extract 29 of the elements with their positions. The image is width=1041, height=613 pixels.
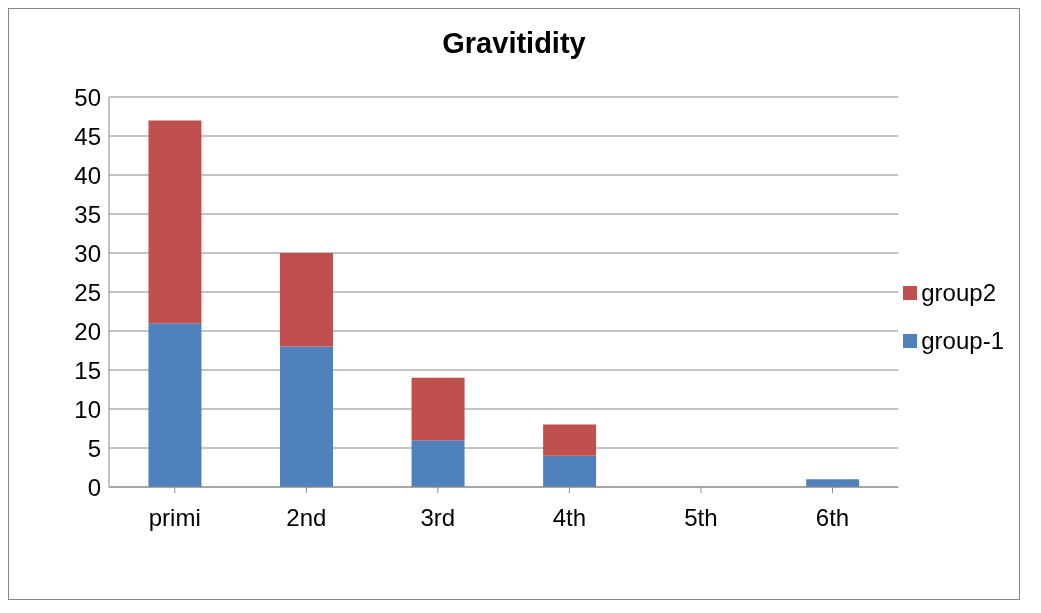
y-tick-label: 50 [74,83,101,111]
y-tick-label: 35 [74,200,101,228]
y-tick-label: 40 [74,161,101,189]
bar [543,455,597,487]
bar [806,479,860,487]
chart-title: Gravitidity [441,27,587,61]
bar [148,120,202,324]
y-tick-label: 15 [74,356,101,384]
x-tick-label: 5th [684,504,718,532]
bar [280,346,334,487]
y-tick-label: 10 [74,395,101,423]
bar [148,323,202,487]
y-tick-label: 30 [74,239,101,267]
x-tick-label: 2nd [286,504,327,532]
y-tick-label: 0 [87,473,101,501]
bar [543,424,597,456]
bar [411,377,465,441]
y-tick-label: 20 [74,317,101,345]
bar [411,440,465,487]
x-tick-label: 4th [552,504,587,532]
x-tick-label: 6th [815,504,850,532]
y-tick-label: 45 [74,122,101,150]
y-tick-label: 25 [74,278,101,306]
y-tick-label: 5 [87,434,101,462]
x-tick-label: primi [148,504,201,532]
legend-label: group2 [921,279,996,307]
x-tick-label: 3rd [420,504,456,532]
legend-label: group-1 [921,327,1004,355]
bar [280,253,334,347]
